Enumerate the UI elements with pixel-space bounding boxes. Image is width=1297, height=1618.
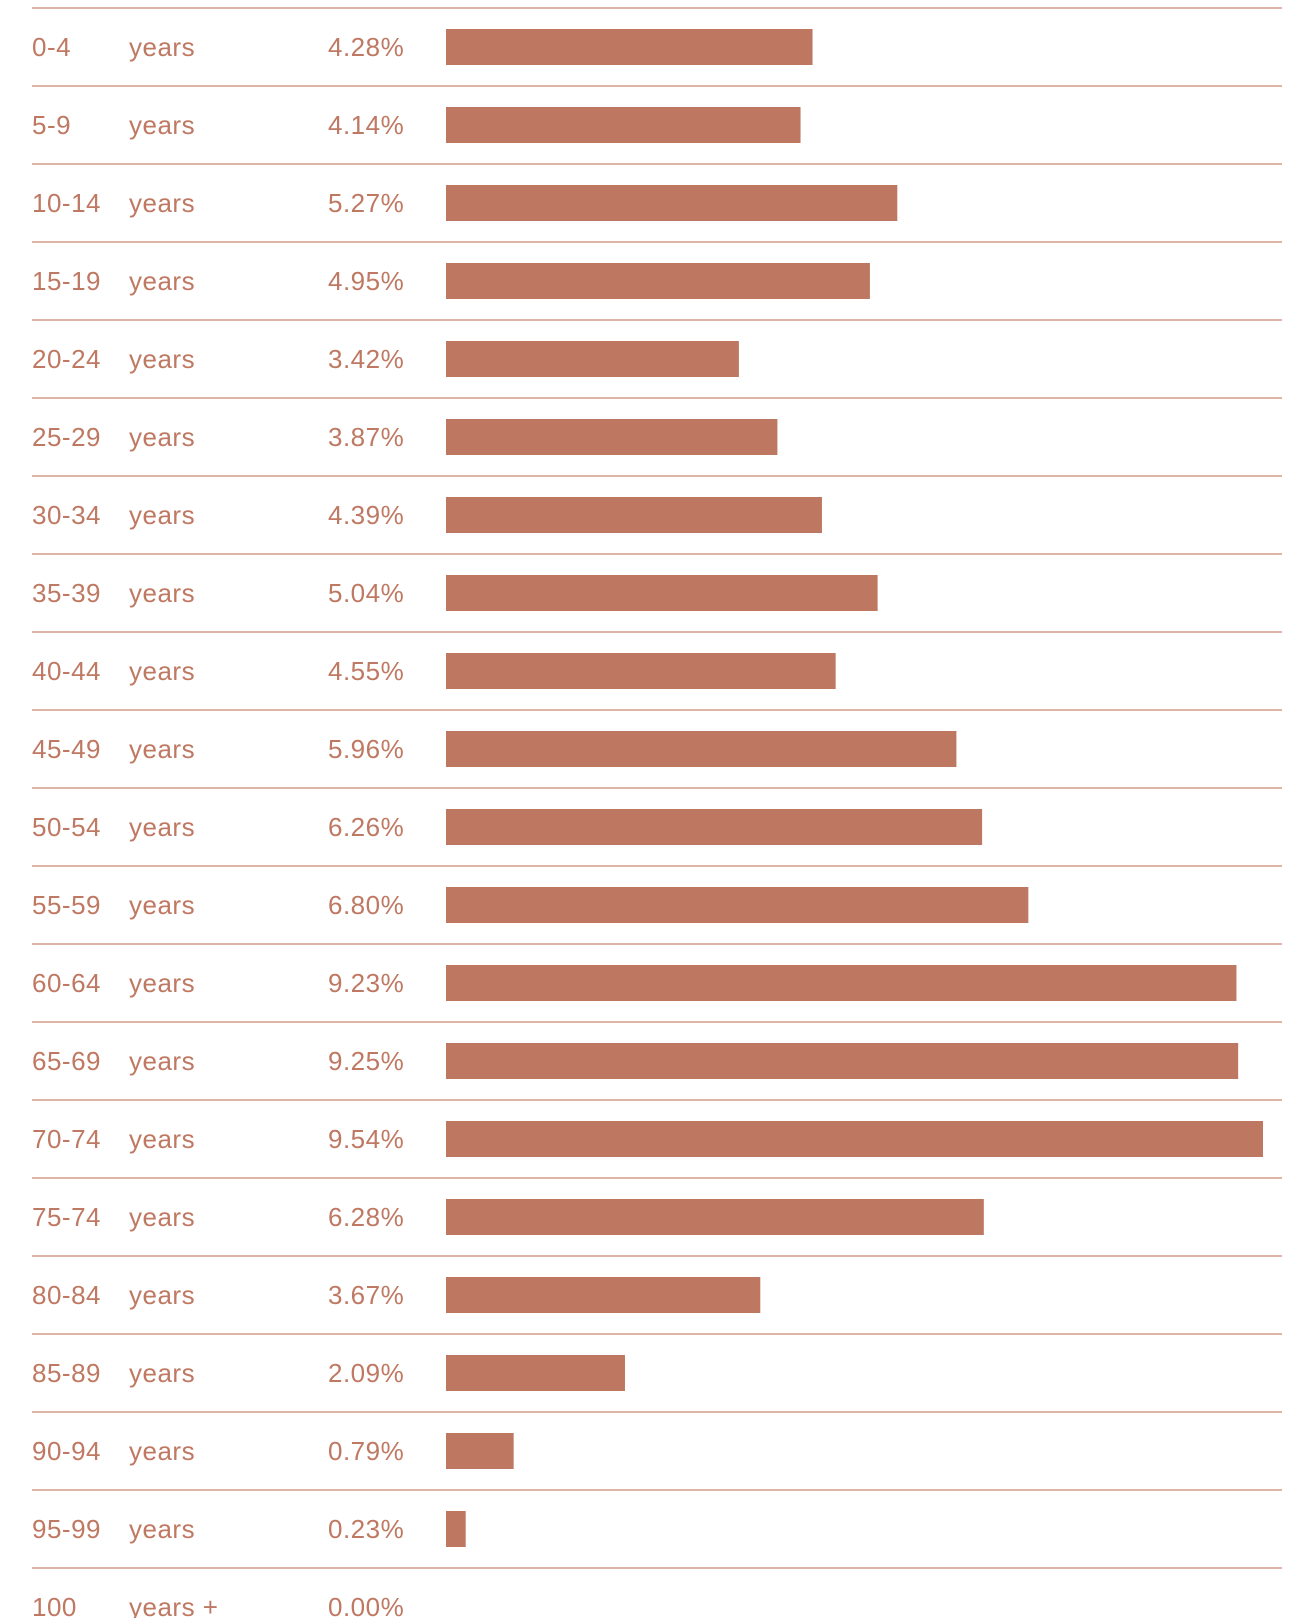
- percentage-label: 4.39%: [328, 500, 404, 530]
- age-range-label: 30-34: [32, 500, 101, 530]
- age-range-label: 80-84: [32, 1280, 101, 1310]
- age-unit-label: years: [129, 1280, 195, 1310]
- percentage-label: 5.27%: [328, 188, 404, 218]
- age-range-label: 90-94: [32, 1436, 101, 1466]
- population-bar: [446, 1199, 984, 1235]
- age-unit-label: years: [129, 500, 195, 530]
- age-range-label: 10-14: [32, 188, 101, 218]
- population-bar: [446, 419, 778, 455]
- age-unit-label: years: [129, 110, 195, 140]
- age-unit-label: years: [129, 266, 195, 296]
- percentage-label: 4.95%: [328, 266, 404, 296]
- population-bar: [446, 575, 878, 611]
- population-bar: [446, 497, 822, 533]
- age-unit-label: years: [129, 422, 195, 452]
- age-range-label: 85-89: [32, 1358, 101, 1388]
- percentage-label: 3.87%: [328, 422, 404, 452]
- percentage-label: 0.00%: [328, 1592, 404, 1618]
- age-range-label: 100: [32, 1592, 77, 1618]
- age-range-label: 35-39: [32, 578, 101, 608]
- population-bar: [446, 965, 1237, 1001]
- population-bar: [446, 1043, 1239, 1079]
- age-range-label: 50-54: [32, 812, 101, 842]
- age-range-label: 70-74: [32, 1124, 101, 1154]
- age-unit-label: years: [129, 968, 195, 998]
- age-unit-label: years: [129, 812, 195, 842]
- percentage-label: 9.54%: [328, 1124, 404, 1154]
- age-range-label: 60-64: [32, 968, 101, 998]
- population-bar: [446, 731, 957, 767]
- age-unit-label: years: [129, 1514, 195, 1544]
- population-bar: [446, 29, 813, 65]
- percentage-label: 9.23%: [328, 968, 404, 998]
- age-range-label: 75-74: [32, 1202, 101, 1232]
- percentage-label: 4.14%: [328, 110, 404, 140]
- population-bar: [446, 263, 870, 299]
- age-range-label: 15-19: [32, 266, 101, 296]
- population-bar: [446, 1355, 625, 1391]
- percentage-label: 2.09%: [328, 1358, 404, 1388]
- population-bar: [446, 341, 739, 377]
- percentage-label: 4.28%: [328, 32, 404, 62]
- age-range-label: 45-49: [32, 734, 101, 764]
- age-range-label: 20-24: [32, 344, 101, 374]
- age-range-label: 25-29: [32, 422, 101, 452]
- population-bar: [446, 1277, 761, 1313]
- age-range-label: 40-44: [32, 656, 101, 686]
- population-bar: [446, 185, 898, 221]
- age-unit-label: years: [129, 1046, 195, 1076]
- population-bar: [446, 887, 1029, 923]
- population-bar: [446, 809, 983, 845]
- population-bar: [446, 1433, 514, 1469]
- age-range-label: 0-4: [32, 32, 71, 62]
- percentage-label: 5.96%: [328, 734, 404, 764]
- percentage-label: 4.55%: [328, 656, 404, 686]
- age-unit-label: years: [129, 32, 195, 62]
- percentage-label: 9.25%: [328, 1046, 404, 1076]
- percentage-label: 3.42%: [328, 344, 404, 374]
- percentage-label: 3.67%: [328, 1280, 404, 1310]
- age-unit-label: years: [129, 1358, 195, 1388]
- percentage-label: 6.80%: [328, 890, 404, 920]
- age-unit-label: years: [129, 1124, 195, 1154]
- age-unit-label: years: [129, 578, 195, 608]
- age-unit-label: years +: [129, 1592, 219, 1618]
- age-range-label: 5-9: [32, 110, 71, 140]
- age-range-label: 95-99: [32, 1514, 101, 1544]
- age-unit-label: years: [129, 188, 195, 218]
- age-range-label: 65-69: [32, 1046, 101, 1076]
- percentage-label: 6.28%: [328, 1202, 404, 1232]
- population-bar: [446, 1511, 466, 1547]
- age-unit-label: years: [129, 1436, 195, 1466]
- age-unit-label: years: [129, 734, 195, 764]
- population-bar: [446, 107, 801, 143]
- age-unit-label: years: [129, 890, 195, 920]
- age-unit-label: years: [129, 1202, 195, 1232]
- age-unit-label: years: [129, 344, 195, 374]
- percentage-label: 0.23%: [328, 1514, 404, 1544]
- age-range-label: 55-59: [32, 890, 101, 920]
- age-unit-label: years: [129, 656, 195, 686]
- population-bar: [446, 653, 836, 689]
- percentage-label: 0.79%: [328, 1436, 404, 1466]
- percentage-label: 5.04%: [328, 578, 404, 608]
- population-bar: [446, 1121, 1263, 1157]
- percentage-label: 6.26%: [328, 812, 404, 842]
